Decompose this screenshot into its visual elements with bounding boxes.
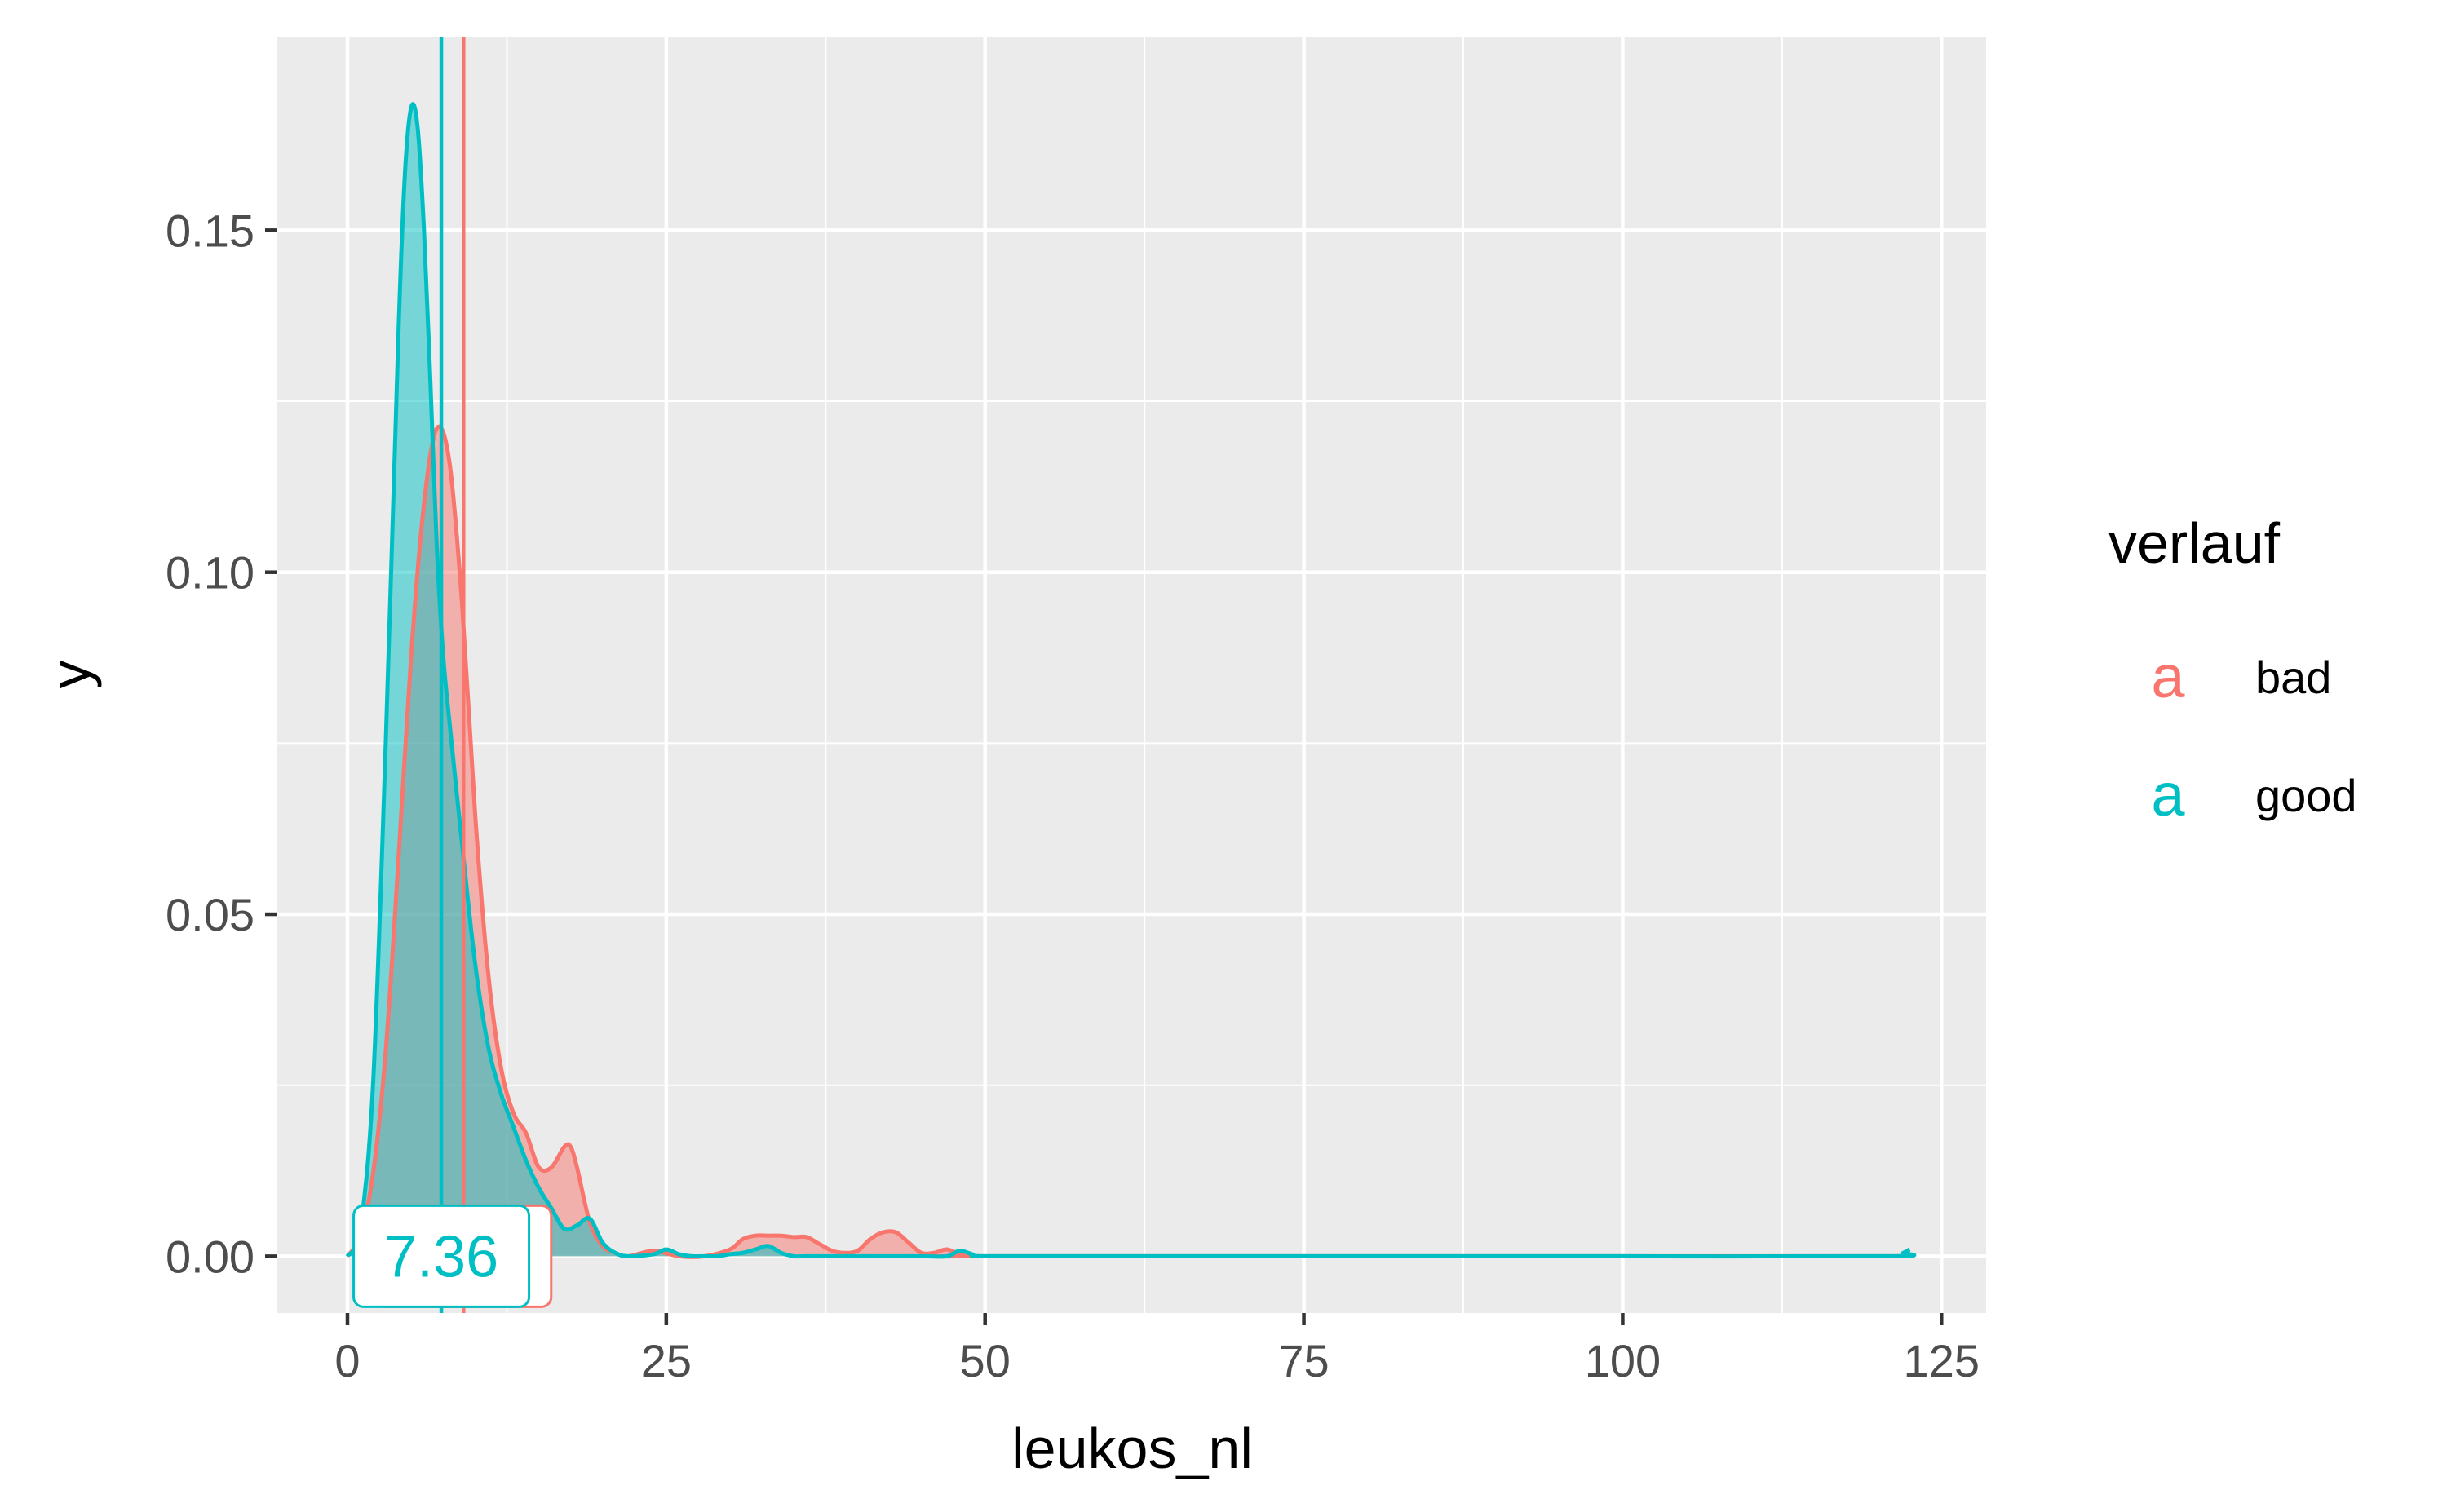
x-tick-label: 25 — [641, 1335, 692, 1386]
x-tick-label: 75 — [1278, 1335, 1329, 1386]
y-tick-label: 0.05 — [166, 889, 254, 940]
grid-minor — [277, 37, 1986, 1313]
legend-key: a — [2151, 643, 2185, 710]
y-tick-label: 0.15 — [166, 205, 254, 256]
y-axis: 0.00 0.05 0.10 0.15 — [166, 205, 277, 1282]
y-tick-label: 0.00 — [166, 1231, 254, 1282]
value-labels: 7.36 — [352, 1204, 553, 1308]
legend-label: good — [2255, 770, 2357, 821]
x-tick-label: 0 — [334, 1335, 360, 1386]
density-area-good — [347, 104, 1914, 1257]
value-label-text: 7.36 — [384, 1224, 498, 1289]
legend-items: a bad a good — [2151, 643, 2356, 829]
y-axis-title: y — [38, 661, 102, 689]
value-label-box — [352, 1204, 531, 1308]
x-axis: 0 25 50 75 100 125 — [334, 1313, 1980, 1386]
x-tick-label: 125 — [1904, 1335, 1980, 1386]
legend-label: bad — [2255, 652, 2331, 703]
density-lines — [345, 102, 1917, 1259]
legend-title: verlauf — [2108, 511, 2281, 575]
y-tick-label: 0.10 — [166, 547, 254, 599]
legend-item-good: a good — [2151, 761, 2356, 829]
legend: verlauf a bad a good — [2108, 511, 2357, 829]
legend-item-bad: a bad — [2151, 643, 2331, 710]
value-label-good: 7.36 — [352, 1204, 531, 1308]
x-tick-label: 50 — [960, 1335, 1011, 1386]
density-line-good — [345, 102, 1917, 1259]
x-tick-label: 100 — [1585, 1335, 1661, 1386]
plot-panel — [277, 37, 1986, 1313]
reference-lines — [439, 37, 466, 1313]
legend-key: a — [2151, 761, 2185, 829]
density-areas — [347, 104, 1914, 1258]
x-axis-title: leukos_nl — [1011, 1417, 1253, 1480]
